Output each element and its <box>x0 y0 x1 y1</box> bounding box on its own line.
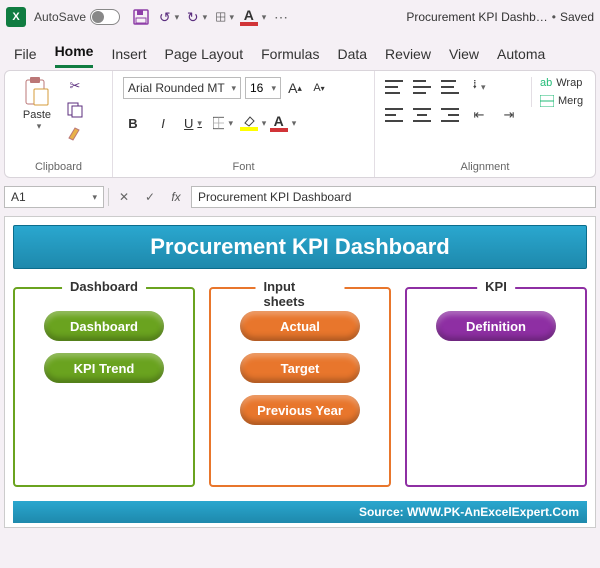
borders-icon[interactable]: ▾ <box>216 8 234 26</box>
tab-home[interactable]: Home <box>55 37 94 68</box>
align-center-icon[interactable] <box>413 108 431 122</box>
tab-data[interactable]: Data <box>337 40 367 68</box>
section-dashboard: DashboardDashboardKPI Trend <box>13 287 195 487</box>
font-color-button[interactable]: A▾ <box>273 113 293 133</box>
wrap-text-button[interactable]: abWrap <box>540 77 583 89</box>
title-bar: X AutoSave ↺▾ ↻▾ ▾ A▾ ⋯ Procurement KPI … <box>0 0 600 34</box>
group-label-alignment: Alignment <box>385 159 585 175</box>
group-label-font: Font <box>123 159 364 175</box>
section-label: Dashboard <box>62 279 146 294</box>
saved-indicator: • <box>552 10 556 24</box>
tab-review[interactable]: Review <box>385 40 431 68</box>
font-color-icon[interactable]: A▾ <box>244 8 262 26</box>
saved-label: Saved <box>560 10 594 24</box>
tab-file[interactable]: File <box>14 40 37 68</box>
format-painter-icon[interactable] <box>65 125 85 143</box>
font-name-select[interactable]: Arial Rounded MT▾ <box>123 77 241 99</box>
fill-color-button[interactable]: ▾ <box>243 113 263 133</box>
paste-label: Paste <box>23 109 51 121</box>
section-input-sheets: Input sheetsActualTargetPrevious Year <box>209 287 391 487</box>
dashboard-source: Source: WWW.PK-AnExcelExpert.Com <box>13 501 587 523</box>
align-middle-icon[interactable] <box>413 80 431 94</box>
dashboard-sections: DashboardDashboardKPI TrendInput sheetsA… <box>13 287 587 487</box>
tab-view[interactable]: View <box>449 40 479 68</box>
font-size-select[interactable]: 16▾ <box>245 77 281 99</box>
enter-formula-icon[interactable]: ✓ <box>139 186 161 208</box>
underline-button[interactable]: U▾ <box>183 113 203 133</box>
increase-font-icon[interactable]: A▴ <box>285 78 305 98</box>
nav-pill-dashboard[interactable]: Dashboard <box>44 311 164 341</box>
save-icon[interactable] <box>132 8 150 26</box>
more-icon[interactable]: ⋯ <box>272 8 290 26</box>
redo-icon[interactable]: ↻▾ <box>188 8 206 26</box>
increase-indent-icon[interactable]: ⇥ <box>499 105 519 125</box>
nav-pill-kpi-trend[interactable]: KPI Trend <box>44 353 164 383</box>
paste-button[interactable]: Paste ▾ <box>15 77 59 132</box>
nav-pill-target[interactable]: Target <box>240 353 360 383</box>
tab-automa[interactable]: Automa <box>497 40 545 68</box>
orientation-icon[interactable]: ⭭▾ <box>469 77 489 97</box>
align-left-icon[interactable] <box>385 108 403 122</box>
undo-icon[interactable]: ↺▾ <box>160 8 178 26</box>
copy-icon[interactable] <box>65 101 85 119</box>
formula-bar: A1▾ ✕ ✓ fx Procurement KPI Dashboard <box>4 184 596 210</box>
tab-insert[interactable]: Insert <box>111 40 146 68</box>
chevron-down-icon: ▾ <box>37 121 42 132</box>
borders-button[interactable]: ▾ <box>213 113 233 133</box>
align-right-icon[interactable] <box>441 108 459 122</box>
bold-button[interactable]: B <box>123 113 143 133</box>
autosave-toggle[interactable]: AutoSave <box>34 9 120 25</box>
worksheet-area: Procurement KPI Dashboard Dashboard Dashb… <box>4 216 596 528</box>
cancel-formula-icon[interactable]: ✕ <box>113 186 135 208</box>
document-title: Procurement KPI Dashb… <box>406 10 547 24</box>
group-clipboard: Paste ▾ ✂ Clipboard <box>5 71 113 177</box>
group-alignment: ⭭▾ ⇤ ⇥ abWrap Merg Alignment <box>375 71 595 177</box>
decrease-indent-icon[interactable]: ⇤ <box>469 105 489 125</box>
nav-pill-definition[interactable]: Definition <box>436 311 556 341</box>
decrease-font-icon[interactable]: A▾ <box>309 78 329 98</box>
tab-page-layout[interactable]: Page Layout <box>164 40 243 68</box>
autosave-label: AutoSave <box>34 10 86 24</box>
dashboard-card: Procurement KPI Dashboard Dashboard Dashb… <box>4 216 596 528</box>
dashboard-title: Procurement KPI Dashboard <box>13 225 587 269</box>
excel-app-icon: X <box>6 7 26 27</box>
nav-pill-previous-year[interactable]: Previous Year <box>240 395 360 425</box>
align-bottom-icon[interactable] <box>441 80 459 94</box>
name-box[interactable]: A1▾ <box>4 186 104 208</box>
nav-pill-actual[interactable]: Actual <box>240 311 360 341</box>
toggle-off-icon[interactable] <box>90 9 120 25</box>
group-label-clipboard: Clipboard <box>15 159 102 175</box>
ribbon-tabs: File Home Insert Page Layout Formulas Data Rev… <box>0 34 600 68</box>
tab-formulas[interactable]: Formulas <box>261 40 319 68</box>
align-top-icon[interactable] <box>385 80 403 94</box>
clipboard-icon <box>23 77 51 107</box>
section-kpi: KPIDefinition <box>405 287 587 487</box>
quick-access-toolbar: ↺▾ ↻▾ ▾ A▾ ⋯ <box>132 8 290 26</box>
merge-button[interactable]: Merg <box>540 95 583 107</box>
cut-icon[interactable]: ✂ <box>65 77 85 95</box>
fx-icon[interactable]: fx <box>165 186 187 208</box>
formula-input[interactable]: Procurement KPI Dashboard <box>191 186 596 208</box>
group-font: Arial Rounded MT▾ 16▾ A▴ A▾ B I U▾ ▾ ▾ A… <box>113 71 375 177</box>
italic-button[interactable]: I <box>153 113 173 133</box>
section-label: KPI <box>477 279 515 294</box>
section-label: Input sheets <box>256 279 345 309</box>
ribbon: Paste ▾ ✂ Clipboard Arial Rounded MT▾ 16… <box>4 70 596 178</box>
